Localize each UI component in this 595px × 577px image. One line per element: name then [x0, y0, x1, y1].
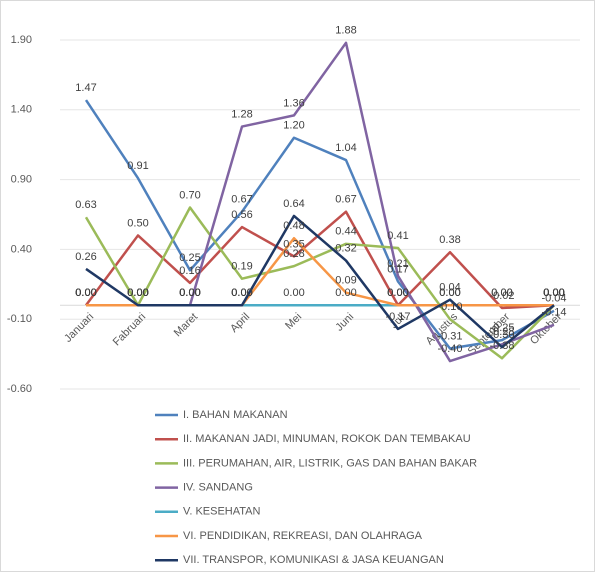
data-label: -0.31: [437, 330, 462, 342]
x-tick-label: Fabruari: [111, 311, 148, 348]
data-label: 0.67: [231, 194, 252, 206]
data-label: 0.00: [283, 287, 304, 299]
data-label: -0.04: [541, 293, 566, 305]
data-label: -0.28: [489, 326, 514, 338]
data-label: 0.00: [179, 287, 200, 299]
legend-label: IV. SANDANG: [183, 482, 253, 494]
data-label: 0.00: [439, 287, 460, 299]
data-label: 0.00: [179, 287, 200, 299]
x-tick-label: April: [228, 311, 252, 335]
y-tick-label: -0.60: [7, 383, 32, 395]
data-label: 0.70: [179, 189, 200, 201]
data-label: 0.00: [231, 287, 252, 299]
data-label: 0.56: [231, 209, 252, 221]
data-label: 0.17: [387, 263, 408, 275]
data-label: 0.00: [543, 287, 564, 299]
data-label: 0.00: [127, 287, 148, 299]
series-line: [84, 206, 555, 360]
data-label: 0.44: [335, 226, 356, 238]
data-label: 1.28: [231, 108, 252, 120]
data-label: 0.00: [387, 287, 408, 299]
series-line: [85, 214, 555, 349]
data-label: 0.91: [127, 160, 148, 172]
data-label: 0.28: [283, 248, 304, 260]
x-tick-label: Maret: [172, 311, 200, 339]
data-label: 0.32: [335, 242, 356, 254]
data-label: 0.00: [179, 287, 200, 299]
data-label: 0.35: [283, 238, 304, 250]
data-label: 0.04: [439, 282, 460, 294]
y-tick-label: 1.40: [11, 104, 32, 116]
y-tick-label: 1.90: [11, 34, 32, 46]
data-label: 0.00: [75, 287, 96, 299]
data-label: 0.38: [439, 234, 460, 246]
data-label: 0.00: [543, 287, 564, 299]
data-label: 0.00: [543, 287, 564, 299]
y-tick-label: 0.90: [11, 174, 32, 186]
data-label: -0.30: [489, 329, 514, 341]
data-label: 0.00: [231, 287, 252, 299]
data-label: 0.00: [231, 287, 252, 299]
data-label: 0.00: [127, 287, 148, 299]
data-label: 0.00: [75, 287, 96, 299]
y-tick-label: -0.10: [7, 313, 32, 325]
data-label: 1.20: [283, 120, 304, 132]
data-label: 0.00: [335, 287, 356, 299]
data-label: 1.36: [283, 97, 304, 109]
data-label: 0.00: [439, 287, 460, 299]
data-label: 0.00: [387, 287, 408, 299]
data-label: 0.67: [335, 194, 356, 206]
legend-label: V. KESEHATAN: [183, 506, 260, 518]
data-label: 0.16: [179, 265, 200, 277]
x-tick-label: Mei: [283, 311, 304, 332]
data-label: 0.00: [127, 287, 148, 299]
data-label: 0.41: [387, 230, 408, 242]
data-label: 0.00: [127, 287, 148, 299]
data-label: 0.50: [127, 217, 148, 229]
data-label: 1.04: [335, 142, 356, 154]
data-label: -0.17: [385, 311, 410, 323]
data-label: -0.10: [437, 301, 462, 313]
data-label: 0.00: [127, 287, 148, 299]
legend-label: VI. PENDIDIKAN, REKREASI, DAN OLAHRAGA: [183, 530, 423, 542]
y-tick-label: 0.40: [11, 243, 32, 255]
data-label: -0.38: [489, 340, 514, 352]
data-label: 0.00: [75, 287, 96, 299]
series-line: [84, 210, 555, 310]
series-line: [84, 99, 555, 350]
data-label: 0.00: [491, 287, 512, 299]
data-label: 0.00: [543, 287, 564, 299]
data-label: 0.09: [335, 275, 356, 287]
data-label: 0.26: [75, 251, 96, 263]
data-label: -0.02: [489, 290, 514, 302]
data-label: 0.00: [179, 287, 200, 299]
data-label: 0.00: [387, 287, 408, 299]
legend-label: I. BAHAN MAKANAN: [183, 409, 288, 421]
data-label: -0.40: [437, 343, 462, 355]
data-label: 0.48: [283, 220, 304, 232]
legend-label: III. PERUMAHAN, AIR, LISTRIK, GAS DAN BA…: [183, 457, 477, 469]
legend-label: VII. TRANSPOR, KOMUNIKASI & JASA KEUANGA…: [183, 554, 444, 566]
x-tick-label: Juni: [333, 311, 356, 334]
data-label: 0.00: [75, 287, 96, 299]
data-label: 0.00: [543, 287, 564, 299]
data-label: -0.25: [489, 322, 514, 334]
data-label: 0.21: [387, 258, 408, 270]
series-line: [86, 41, 555, 363]
data-label: 1.88: [335, 25, 356, 37]
x-tick-label: Januari: [62, 311, 96, 345]
data-label: 0.64: [283, 198, 304, 210]
data-label: 0.00: [491, 287, 512, 299]
data-label: 0.25: [179, 252, 200, 264]
data-label: 0.63: [75, 199, 96, 211]
data-label: 1.47: [75, 82, 96, 94]
data-label: 0.19: [231, 261, 252, 273]
data-label: -0.14: [541, 307, 566, 319]
legend-label: II. MAKANAN JADI, MINUMAN, ROKOK DAN TEM…: [183, 433, 471, 445]
